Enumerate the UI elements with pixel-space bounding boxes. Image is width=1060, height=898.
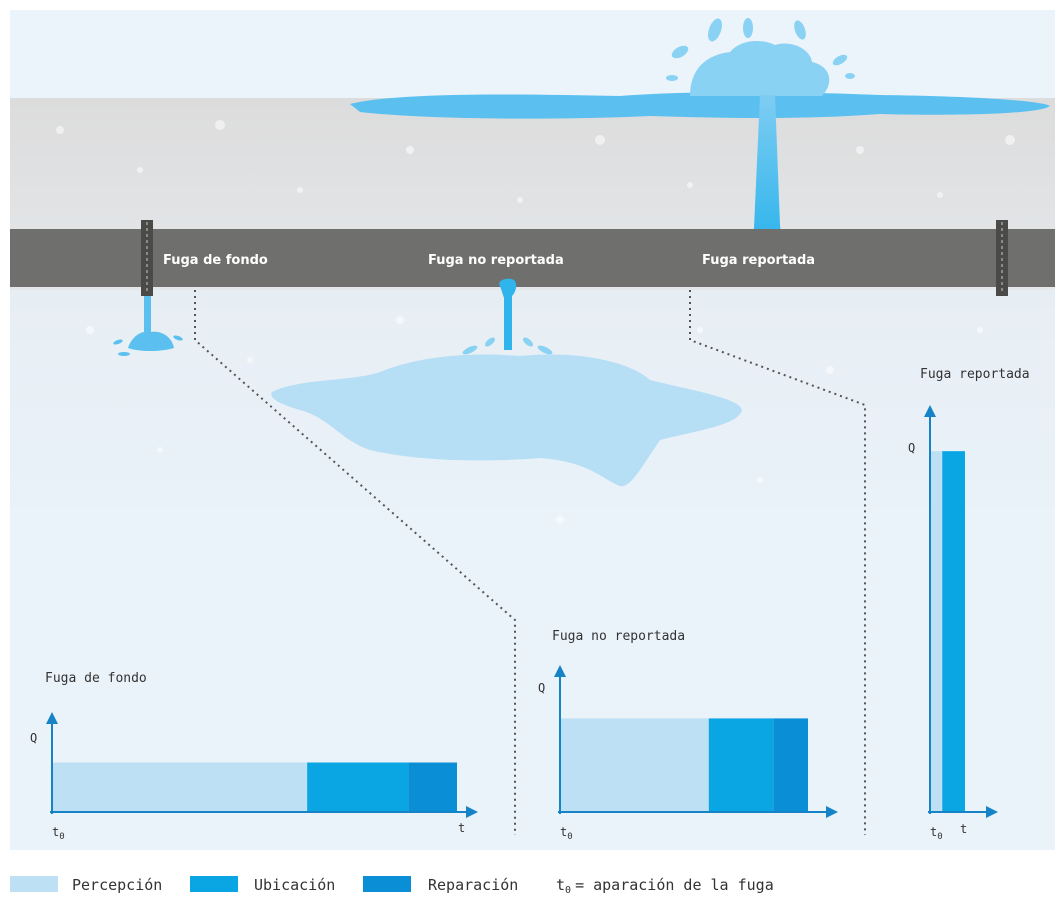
x-axis-label-reported: t [960, 822, 967, 836]
legend-swatch-reparacion [363, 876, 411, 892]
x-axis-arrow-unreported [826, 806, 838, 818]
chart-title-reported: Fuga reportada [920, 367, 1030, 382]
bar-reported-percepcion [930, 451, 943, 812]
soil-speckles [56, 120, 1015, 524]
y-axis-arrow-reported [924, 405, 936, 417]
y-axis-label-reported: Q [908, 441, 915, 455]
pipe-label-background: Fuga de fondo [163, 253, 268, 268]
legend-t0-symbol: t [556, 876, 565, 894]
y-axis-label-background: Q [30, 731, 37, 745]
t0-label-unreported: t0 [560, 825, 573, 842]
chart-title-background: Fuga de fondo [45, 671, 147, 686]
legend-t0-sub: 0 [565, 885, 571, 896]
y-axis-arrow-unreported [554, 665, 566, 677]
t0-sub-unreported: 0 [567, 832, 572, 842]
t0-symbol-reported: t [930, 825, 937, 839]
legend-t0: t0 = aparación de la fuga [556, 876, 774, 896]
y-axis-arrow-background [46, 712, 58, 724]
x-axis-arrow-reported [986, 806, 998, 818]
legend: Percepción Ubicación Reparación t0 = apar… [10, 876, 774, 896]
sky-background [10, 10, 1055, 100]
water-column [753, 95, 781, 245]
chart-unreported-leak: Fuga no reportada Qt0 [538, 629, 838, 842]
leader-lines [194, 290, 866, 835]
bar-reported-ubicacion [942, 451, 965, 812]
pipe-label-reported: Fuga reportada [702, 253, 815, 268]
surface-splash [690, 40, 830, 96]
t0-label-background: t0 [52, 825, 65, 842]
pipe-label-unreported: Fuga no reportada [428, 253, 564, 268]
y-axis-label-unreported: Q [538, 681, 545, 695]
legend-label-ubicacion: Ubicación [254, 876, 335, 894]
t0-symbol-background: t [52, 825, 59, 839]
bar-background-percepcion [52, 762, 308, 812]
x-axis-arrow-background [466, 806, 478, 818]
surface-puddle [350, 92, 1050, 119]
t0-sub-background: 0 [59, 832, 64, 842]
unreported-leak-jet [499, 278, 517, 350]
legend-label-percepcion: Percepción [72, 876, 162, 894]
pipe [10, 229, 1055, 287]
underground-puddle [271, 354, 742, 487]
t0-sub-reported: 0 [937, 832, 942, 842]
bar-background-reparacion [408, 762, 457, 812]
chart-title-unreported: Fuga no reportada [552, 629, 685, 644]
bar-background-ubicacion [307, 762, 409, 812]
legend-swatch-ubicacion [190, 876, 238, 892]
legend-swatch-percepcion [10, 876, 58, 892]
background-leak-spray [113, 296, 183, 356]
bar-unreported-ubicacion [708, 718, 774, 812]
t0-label-reported: t0 [930, 825, 943, 842]
pipe-joint-right [996, 220, 1008, 296]
bar-unreported-percepcion [560, 718, 709, 812]
t0-symbol-unreported: t [560, 825, 567, 839]
pipe-joint-left [141, 220, 153, 296]
unreported-leak-splash [462, 337, 553, 355]
bar-unreported-reparacion [773, 718, 808, 812]
x-axis-label-background: t [458, 821, 465, 835]
legend-t0-text: = aparación de la fuga [575, 876, 774, 894]
legend-label-reparacion: Reparación [428, 876, 518, 894]
splash-drops [666, 18, 855, 81]
